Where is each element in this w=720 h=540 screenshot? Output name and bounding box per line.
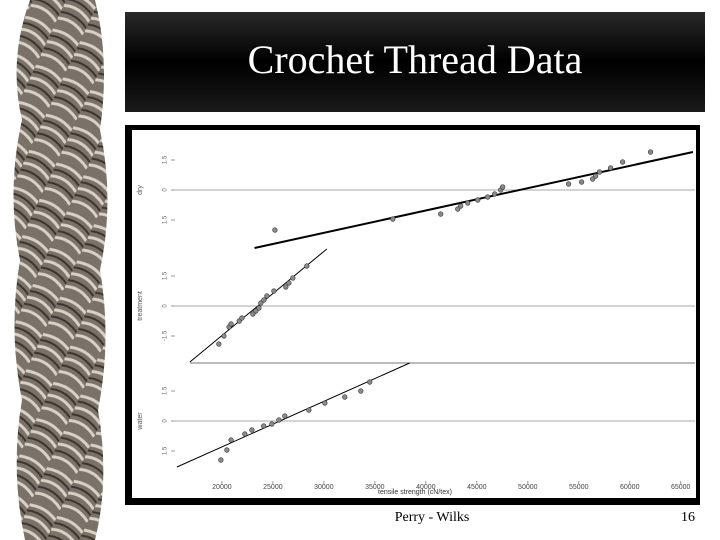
title-bar xyxy=(125,12,705,112)
rope-image xyxy=(13,0,108,540)
point xyxy=(242,431,248,437)
point xyxy=(216,341,222,347)
point xyxy=(492,191,498,197)
point xyxy=(272,227,278,233)
point xyxy=(342,394,348,400)
y-tick-label: 0 xyxy=(163,304,169,308)
chart: 1.5 0 1.5 dry 1.5 0 -1.5 treatment 1.5 0 1.5 water 2… xyxy=(137,149,695,496)
point xyxy=(258,300,264,306)
y-tick-label: 1.5 xyxy=(163,386,169,395)
y-axis-label: water xyxy=(137,412,144,431)
point xyxy=(282,413,288,419)
point xyxy=(390,216,396,222)
point xyxy=(485,194,491,200)
x-tick-label: 45000 xyxy=(467,484,487,491)
plot-background xyxy=(132,130,696,498)
point xyxy=(283,284,289,290)
point xyxy=(286,280,292,286)
point xyxy=(647,149,654,155)
point xyxy=(218,457,224,463)
point xyxy=(465,200,471,206)
x-tick-label: 60000 xyxy=(620,484,640,491)
point xyxy=(228,437,234,443)
point xyxy=(304,263,310,269)
point xyxy=(565,181,572,187)
x-axis-label: tensile strength (cN/tex) xyxy=(378,489,452,496)
point xyxy=(475,197,481,203)
slide-title: Crochet Thread Data xyxy=(248,37,583,82)
y-tick-label: 0 xyxy=(163,419,169,423)
y-tick-label: 1.5 xyxy=(163,271,169,280)
point xyxy=(264,293,270,299)
point xyxy=(367,379,373,385)
point xyxy=(239,315,245,321)
point xyxy=(500,184,506,190)
point xyxy=(620,159,626,165)
x-tick-label: 50000 xyxy=(518,484,538,491)
point xyxy=(269,421,275,427)
y-tick-label: 0 xyxy=(163,188,169,192)
x-tick-label: 30000 xyxy=(314,484,334,491)
y-tick-label: 1.5 xyxy=(163,215,169,224)
point xyxy=(271,288,277,294)
point xyxy=(458,203,464,209)
x-tick-label: 55000 xyxy=(569,484,589,491)
point xyxy=(228,321,234,327)
y-tick-label: -1.5 xyxy=(163,330,169,341)
point xyxy=(358,388,364,394)
point xyxy=(221,333,227,339)
point xyxy=(322,400,328,406)
y-tick-label: 1.5 xyxy=(163,155,169,164)
point xyxy=(249,427,255,433)
point xyxy=(261,297,267,303)
point xyxy=(290,275,296,281)
y-tick-label: 1.5 xyxy=(163,446,169,455)
y-axis-label: dry xyxy=(137,185,144,195)
point xyxy=(261,423,267,429)
x-tick-label: 65000 xyxy=(671,484,691,491)
point xyxy=(607,165,614,171)
point xyxy=(224,447,230,453)
x-tick-label: 25000 xyxy=(263,484,283,491)
point xyxy=(276,417,282,423)
point xyxy=(256,305,262,311)
fit-line xyxy=(254,151,694,249)
footer-author: Perry - Wilks xyxy=(395,510,470,525)
x-tick-label: 20000 xyxy=(212,484,232,491)
point xyxy=(438,211,444,217)
point xyxy=(253,308,259,314)
point xyxy=(579,179,585,185)
page-number: 16 xyxy=(681,510,695,525)
point xyxy=(306,407,312,413)
point xyxy=(592,173,599,179)
y-axis-label: treatment xyxy=(137,291,144,321)
x-tick-label: 35000 xyxy=(365,484,385,491)
point xyxy=(596,169,603,175)
x-tick-label: 40000 xyxy=(416,484,436,491)
